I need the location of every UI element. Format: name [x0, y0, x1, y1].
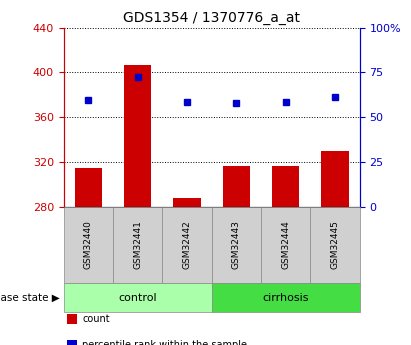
- Bar: [261, 207, 310, 283]
- Bar: [212, 283, 360, 312]
- Bar: [162, 207, 212, 283]
- Text: GSM32444: GSM32444: [281, 220, 290, 269]
- Text: cirrhosis: cirrhosis: [262, 293, 309, 303]
- Text: count: count: [82, 314, 110, 324]
- Text: disease state ▶: disease state ▶: [0, 293, 60, 303]
- Bar: [223, 166, 250, 207]
- Bar: [64, 283, 212, 312]
- Bar: [173, 198, 201, 207]
- Bar: [212, 207, 261, 283]
- Text: GSM32442: GSM32442: [182, 220, 192, 269]
- Text: GSM32443: GSM32443: [232, 220, 241, 269]
- Text: GSM32441: GSM32441: [133, 220, 142, 269]
- Bar: [310, 207, 360, 283]
- Text: GSM32445: GSM32445: [330, 220, 339, 269]
- Bar: [75, 168, 102, 207]
- Bar: [124, 65, 151, 207]
- Bar: [321, 151, 349, 207]
- Bar: [272, 166, 299, 207]
- Bar: [113, 207, 162, 283]
- Title: GDS1354 / 1370776_a_at: GDS1354 / 1370776_a_at: [123, 11, 300, 25]
- Text: percentile rank within the sample: percentile rank within the sample: [82, 340, 247, 345]
- Text: control: control: [118, 293, 157, 303]
- Bar: [64, 207, 113, 283]
- Text: GSM32440: GSM32440: [84, 220, 93, 269]
